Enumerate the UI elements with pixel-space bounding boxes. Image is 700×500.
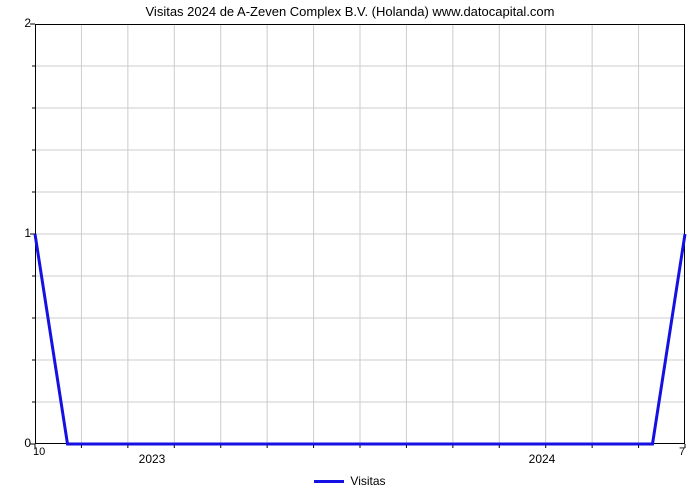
chart-title: Visitas 2024 de A-Zeven Complex B.V. (Ho… — [0, 4, 700, 19]
x-footer-right: 7 — [679, 446, 685, 458]
plot-area — [35, 24, 685, 444]
x-tick-label: 2023 — [139, 452, 166, 466]
x-footer-left: 10 — [33, 446, 45, 458]
y-tick-label: 2 — [11, 16, 31, 30]
y-tick-label: 1 — [11, 226, 31, 240]
legend-line-icon — [314, 480, 344, 483]
y-tick-label: 0 — [11, 436, 31, 450]
legend: Visitas — [0, 474, 700, 488]
chart-container: Visitas 2024 de A-Zeven Complex B.V. (Ho… — [0, 0, 700, 500]
x-tick-label: 2024 — [529, 452, 556, 466]
plot-svg — [35, 24, 685, 444]
legend-label: Visitas — [350, 474, 385, 488]
